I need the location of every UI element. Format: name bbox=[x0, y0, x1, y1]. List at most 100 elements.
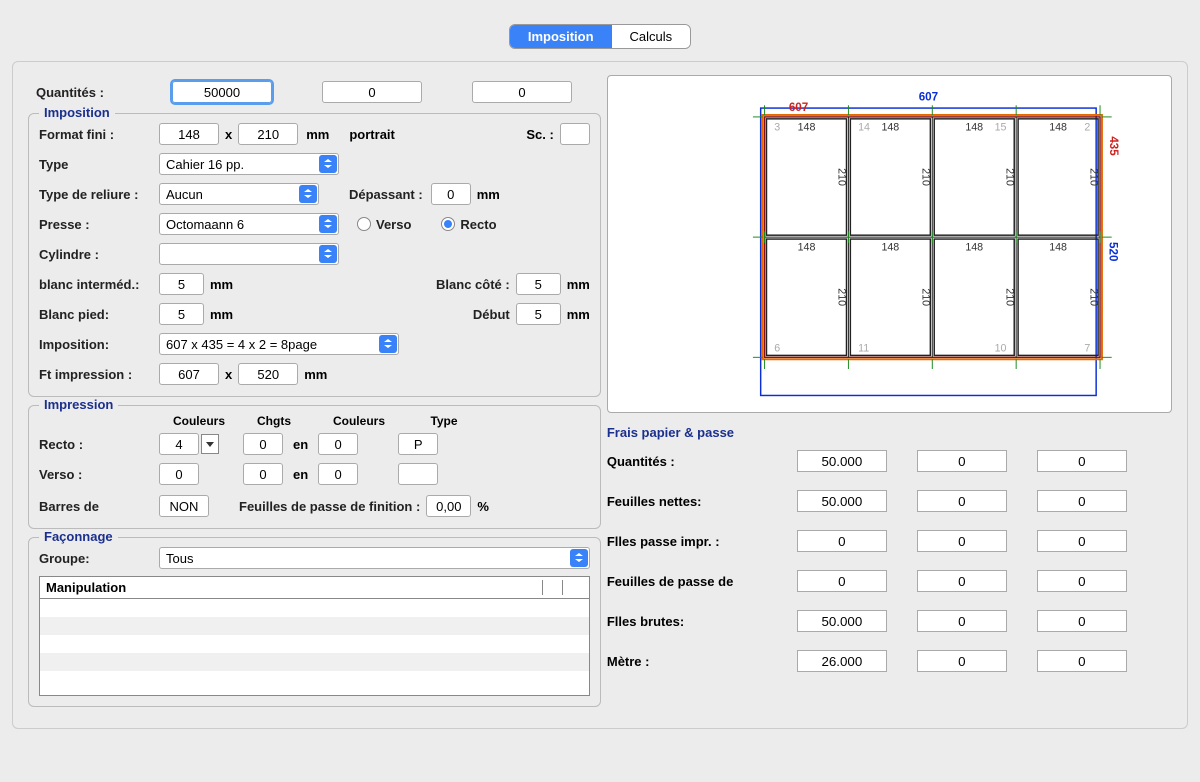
quantity-1-input[interactable] bbox=[172, 81, 272, 103]
frais-passe-impr-2[interactable] bbox=[917, 530, 1007, 552]
depassant-input[interactable] bbox=[431, 183, 471, 205]
format-unit-label: mm bbox=[306, 127, 329, 142]
svg-text:210: 210 bbox=[836, 168, 848, 186]
imposition-select[interactable] bbox=[159, 333, 399, 355]
tab-calculs[interactable]: Calculs bbox=[612, 25, 691, 48]
frais-metre-3[interactable] bbox=[1037, 650, 1127, 672]
barres-label: Barres de bbox=[39, 499, 159, 514]
frais-nettes-3[interactable] bbox=[1037, 490, 1127, 512]
verso-chgts-input[interactable] bbox=[243, 463, 283, 485]
frais-passe-de-1[interactable] bbox=[797, 570, 887, 592]
passe-finition-input[interactable] bbox=[426, 495, 471, 517]
svg-text:210: 210 bbox=[1087, 168, 1099, 186]
impression-title: Impression bbox=[39, 397, 118, 412]
sc-input[interactable] bbox=[560, 123, 590, 145]
groupe-select[interactable] bbox=[159, 547, 590, 569]
frais-passe-impr-label: Flles passe impr. : bbox=[607, 534, 767, 549]
type-select[interactable] bbox=[159, 153, 339, 175]
svg-text:607: 607 bbox=[919, 90, 938, 103]
verso-couleurs2-input[interactable] bbox=[318, 463, 358, 485]
cylindre-select[interactable] bbox=[159, 243, 339, 265]
preview-svg: 6075206074351482103148210141482101514821… bbox=[608, 76, 1171, 412]
frais-qty-2[interactable] bbox=[917, 450, 1007, 472]
blanc-cote-input[interactable] bbox=[516, 273, 561, 295]
svg-text:2: 2 bbox=[1084, 122, 1090, 134]
blanc-pied-label: Blanc pied: bbox=[39, 307, 159, 322]
recto-couleurs-combo[interactable] bbox=[201, 434, 219, 454]
recto-couleurs-input[interactable] bbox=[159, 433, 199, 455]
frais-brutes-1[interactable] bbox=[797, 610, 887, 632]
svg-text:148: 148 bbox=[965, 122, 983, 134]
impr-recto-label: Recto : bbox=[39, 437, 159, 452]
svg-text:607: 607 bbox=[789, 101, 808, 114]
en-label-1: en bbox=[293, 437, 308, 452]
reliure-select[interactable] bbox=[159, 183, 319, 205]
faconnage-fieldset: Façonnage Groupe: Manipulation bbox=[28, 537, 601, 707]
ft-width-input[interactable] bbox=[159, 363, 219, 385]
faconnage-title: Façonnage bbox=[39, 529, 118, 544]
col-type: Type bbox=[409, 414, 479, 428]
quantity-2-input[interactable] bbox=[322, 81, 422, 103]
presse-select[interactable] bbox=[159, 213, 339, 235]
frais-qty-1[interactable] bbox=[797, 450, 887, 472]
frais-passe-impr-1[interactable] bbox=[797, 530, 887, 552]
recto-chgts-input[interactable] bbox=[243, 433, 283, 455]
ft-unit-label: mm bbox=[304, 367, 327, 382]
frais-qty-3[interactable] bbox=[1037, 450, 1127, 472]
quantities-label: Quantités : bbox=[36, 85, 156, 100]
groupe-label: Groupe: bbox=[39, 551, 159, 566]
svg-text:210: 210 bbox=[919, 288, 931, 306]
impression-fieldset: Impression Couleurs Chgts Couleurs Type … bbox=[28, 405, 601, 529]
app-window: Imposition Calculs Quantités : Impositio… bbox=[0, 0, 1200, 782]
blanc-pied-unit: mm bbox=[210, 307, 233, 322]
en-label-2: en bbox=[293, 467, 308, 482]
frais-metre-2[interactable] bbox=[917, 650, 1007, 672]
manipulation-table[interactable]: Manipulation bbox=[39, 576, 590, 696]
frais-qty-label: Quantités : bbox=[607, 454, 767, 469]
format-width-input[interactable] bbox=[159, 123, 219, 145]
verso-type-input[interactable] bbox=[398, 463, 438, 485]
tab-bar: Imposition Calculs bbox=[8, 24, 1192, 49]
presse-label: Presse : bbox=[39, 217, 159, 232]
col-couleurs: Couleurs bbox=[159, 414, 239, 428]
format-orient-label: portrait bbox=[349, 127, 395, 142]
frais-passe-de-3[interactable] bbox=[1037, 570, 1127, 592]
recto-couleurs2-input[interactable] bbox=[318, 433, 358, 455]
recto-type-input[interactable] bbox=[398, 433, 438, 455]
svg-text:14: 14 bbox=[858, 122, 870, 134]
ft-height-input[interactable] bbox=[238, 363, 298, 385]
svg-text:10: 10 bbox=[994, 343, 1006, 355]
frais-metre-1[interactable] bbox=[797, 650, 887, 672]
frais-passe-de-label: Feuilles de passe de bbox=[607, 574, 767, 589]
svg-text:210: 210 bbox=[919, 168, 931, 186]
blanc-intermed-unit: mm bbox=[210, 277, 233, 292]
recto-radio[interactable] bbox=[441, 217, 455, 231]
svg-text:148: 148 bbox=[965, 242, 983, 254]
type-label: Type bbox=[39, 157, 159, 172]
verso-radio-label: Verso bbox=[376, 217, 411, 232]
frais-passe-impr-3[interactable] bbox=[1037, 530, 1127, 552]
blanc-pied-input[interactable] bbox=[159, 303, 204, 325]
tab-imposition[interactable]: Imposition bbox=[510, 25, 612, 48]
frais-metre-label: Mètre : bbox=[607, 654, 767, 669]
blanc-cote-label: Blanc côté : bbox=[436, 277, 510, 292]
debut-input[interactable] bbox=[516, 303, 561, 325]
frais-passe-de-2[interactable] bbox=[917, 570, 1007, 592]
quantity-3-input[interactable] bbox=[472, 81, 572, 103]
format-height-input[interactable] bbox=[238, 123, 298, 145]
verso-couleurs-input[interactable] bbox=[159, 463, 199, 485]
format-x-label: x bbox=[225, 127, 232, 142]
debut-unit: mm bbox=[567, 307, 590, 322]
frais-brutes-3[interactable] bbox=[1037, 610, 1127, 632]
barres-input[interactable] bbox=[159, 495, 209, 517]
blanc-intermed-label: blanc interméd.: bbox=[39, 277, 159, 292]
svg-text:148: 148 bbox=[1049, 242, 1067, 254]
blanc-cote-unit: mm bbox=[567, 277, 590, 292]
verso-radio[interactable] bbox=[357, 217, 371, 231]
reliure-label: Type de reliure : bbox=[39, 187, 159, 202]
frais-nettes-2[interactable] bbox=[917, 490, 1007, 512]
blanc-intermed-input[interactable] bbox=[159, 273, 204, 295]
svg-text:148: 148 bbox=[881, 122, 899, 134]
frais-nettes-1[interactable] bbox=[797, 490, 887, 512]
frais-brutes-2[interactable] bbox=[917, 610, 1007, 632]
